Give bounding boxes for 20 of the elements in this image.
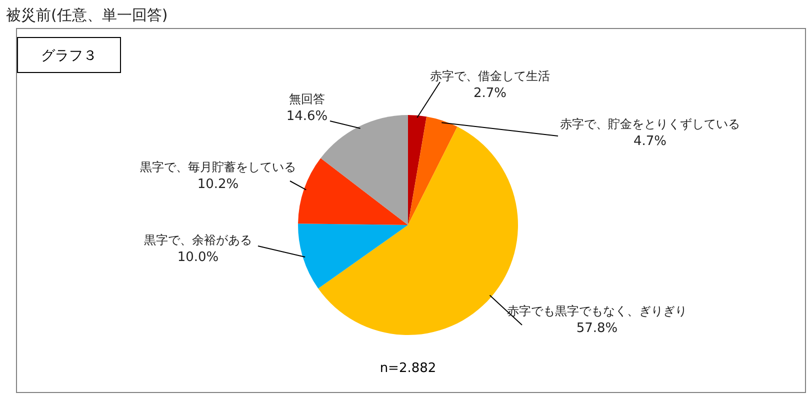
pie-slice <box>298 158 408 225</box>
chart-title: 被災前(任意、単一回答) <box>6 6 168 24</box>
data-label: 2.7% <box>473 86 507 101</box>
pie-slice <box>408 116 458 225</box>
data-label: 10.0% <box>177 250 219 265</box>
slice-label: 赤字で、貯金をとりくずしている <box>560 117 740 131</box>
pie-slice <box>408 115 427 225</box>
slice-label: 赤字で、借金して生活 <box>430 69 550 83</box>
text: n=2.882 <box>380 361 436 376</box>
slice-label: 黒字で、毎月貯蓄をしている <box>140 160 296 174</box>
chart-subtitle: グラフ３ <box>41 48 97 64</box>
data-label: 4.7% <box>633 134 667 149</box>
pie-slice <box>298 224 408 289</box>
data-label: 10.2% <box>197 177 239 192</box>
slice-label: 黒字で、余裕がある <box>144 233 252 247</box>
pie-slice <box>318 126 518 335</box>
data-label: 57.8% <box>576 321 618 336</box>
data-label: 14.6% <box>286 109 328 124</box>
slice-label: 無回答 <box>289 92 325 106</box>
slice-label: 赤字でも黒字でもなく、ぎりぎり <box>507 304 687 318</box>
